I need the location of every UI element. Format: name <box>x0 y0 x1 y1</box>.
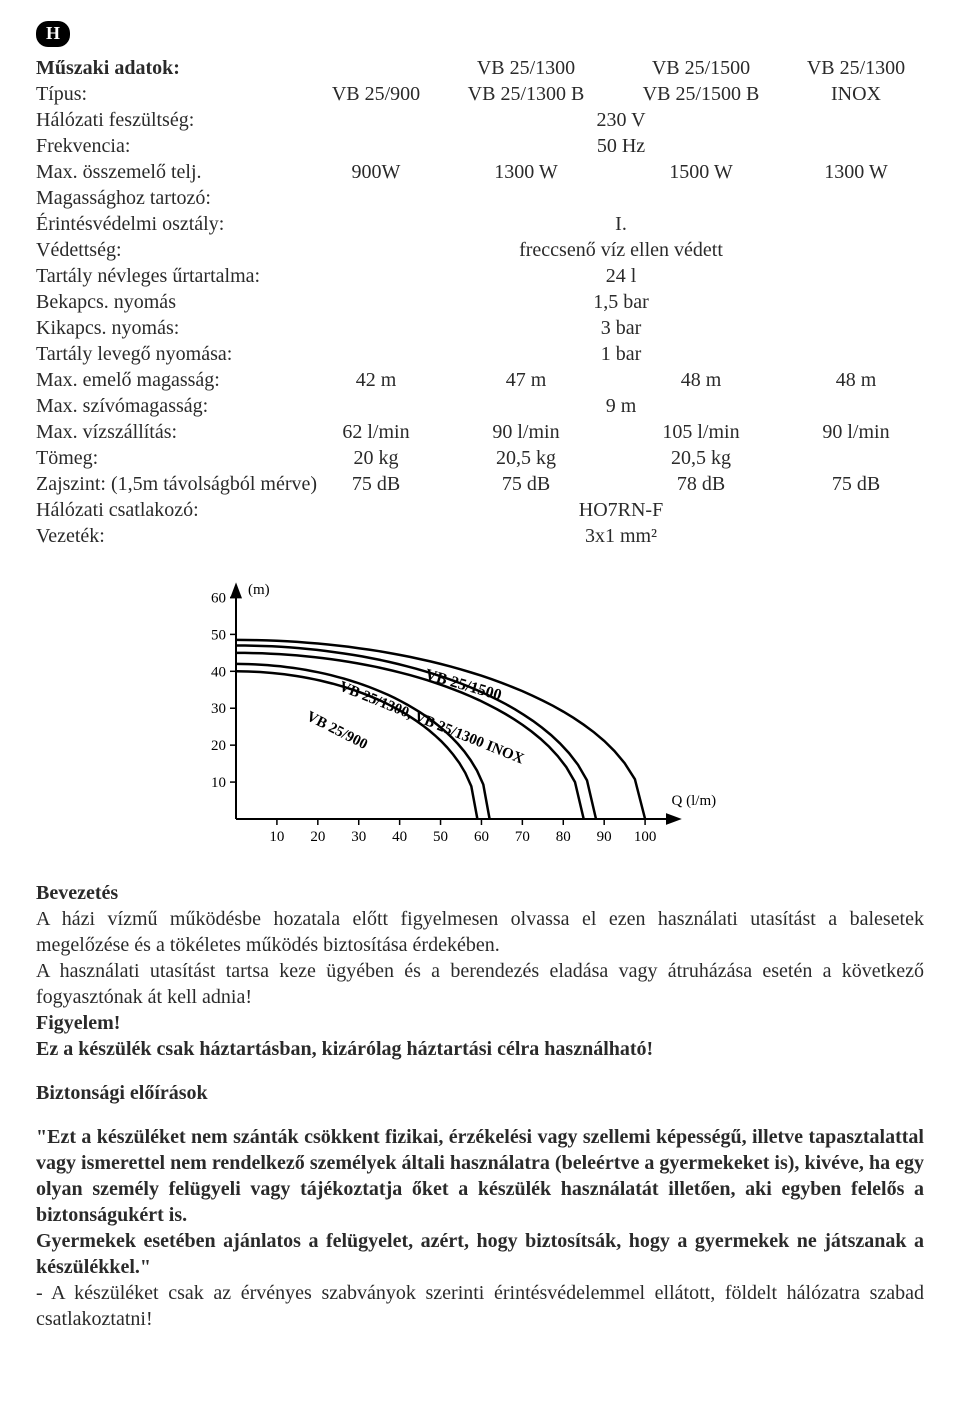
model-col-2a: VB 25/1300 <box>436 55 616 81</box>
specs-header: Műszaki adatok: VB 25/1300 VB 25/1500 VB… <box>36 55 924 81</box>
model-col-3b: VB 25/1500 B <box>616 81 786 107</box>
weight-c1: 20 kg <box>316 445 436 471</box>
safety-p1: "Ezt a készüléket nem szánták csökkent f… <box>36 1124 924 1228</box>
warning-heading: Figyelem! <box>36 1010 924 1036</box>
row-off-label: Kikapcs. nyomás: <box>36 315 316 341</box>
svg-text:Q (l/m): Q (l/m) <box>672 793 717 809</box>
weight-c3: 20,5 kg <box>616 445 786 471</box>
lift-c4: 48 m <box>786 367 926 393</box>
lift-c2: 47 m <box>436 367 616 393</box>
row-cable-val: 3x1 mm² <box>316 523 926 549</box>
row-air-val: 1 bar <box>316 341 926 367</box>
row-weight-label: Tömeg: <box>36 445 316 471</box>
intro-heading: Bevezetés <box>36 882 118 904</box>
specs-title: Műszaki adatok: <box>36 55 316 81</box>
row-power-label: Max. összemelő telj. <box>36 159 316 185</box>
safety-p3: - A készüléket csak az érvényes szabvány… <box>36 1280 924 1332</box>
row-suction-label: Max. szívómagasság: <box>36 393 316 419</box>
row-cable-label: Vezeték: <box>36 523 316 549</box>
power-c4: 1300 W <box>786 159 926 185</box>
row-suction-val: 9 m <box>316 393 926 419</box>
svg-text:40: 40 <box>211 665 226 681</box>
row-class-val: I. <box>316 211 926 237</box>
row-lift-label: Max. emelő magasság: <box>36 367 316 393</box>
svg-text:20: 20 <box>211 739 226 755</box>
svg-text:(m): (m) <box>248 582 270 598</box>
row-tipus: Típus: <box>36 81 316 107</box>
row-on-val: 1,5 bar <box>316 289 926 315</box>
power-c2: 1300 W <box>436 159 616 185</box>
row-on-label: Bekapcs. nyomás <box>36 289 316 315</box>
noise-c4: 75 dB <box>786 471 926 497</box>
row-tank-label: Tartály névleges űrtartalma: <box>36 263 316 289</box>
flow-c4: 90 l/min <box>786 419 926 445</box>
power-c1: 900W <box>316 159 436 185</box>
svg-text:40: 40 <box>392 829 407 845</box>
svg-text:60: 60 <box>211 591 226 607</box>
row-voltage-label: Hálózati feszültség: <box>36 107 316 133</box>
row-freq-label: Frekvencia: <box>36 133 316 159</box>
row-mag-label: Magassághoz tartozó: <box>36 185 316 211</box>
intro-p2: A használati utasítást tartsa keze ügyéb… <box>36 958 924 1010</box>
noise-c2: 75 dB <box>436 471 616 497</box>
lift-c1: 42 m <box>316 367 436 393</box>
svg-text:10: 10 <box>211 775 226 791</box>
warning-p: Ez a készülék csak háztartásban, kizáról… <box>36 1036 924 1062</box>
language-badge: H <box>36 21 70 47</box>
specs-header-2: Típus: VB 25/900 VB 25/1300 B VB 25/1500… <box>36 81 924 107</box>
row-prot-label: Védettség: <box>36 237 316 263</box>
row-off-val: 3 bar <box>316 315 926 341</box>
intro-p1: A házi vízmű működésbe hozatala előtt fi… <box>36 906 924 958</box>
row-tank-val: 24 l <box>316 263 926 289</box>
performance-chart: 10 20 30 40 50 60 10 20 30 40 50 60 70 80 90 100 (m) Q (l… <box>186 559 924 876</box>
svg-text:20: 20 <box>310 829 325 845</box>
row-flow-label: Max. vízszállítás: <box>36 419 316 445</box>
row-freq-val: 50 Hz <box>316 133 926 159</box>
svg-text:50: 50 <box>433 829 448 845</box>
row-conn-label: Hálózati csatlakozó: <box>36 497 316 523</box>
power-c3: 1500 W <box>616 159 786 185</box>
model-col-2b: VB 25/1300 B <box>436 81 616 107</box>
row-conn-val: HO7RN-F <box>316 497 926 523</box>
svg-text:90: 90 <box>597 829 612 845</box>
row-voltage-val: 230 V <box>316 107 926 133</box>
svg-text:50: 50 <box>211 628 226 644</box>
row-prot-val: freccsenő víz ellen védett <box>316 237 926 263</box>
noise-c1: 75 dB <box>316 471 436 497</box>
model-col-1: VB 25/900 <box>316 81 436 107</box>
svg-text:70: 70 <box>515 829 530 845</box>
noise-c3: 78 dB <box>616 471 786 497</box>
svg-text:30: 30 <box>351 829 366 845</box>
row-class-label: Érintésvédelmi osztály: <box>36 211 316 237</box>
weight-c2: 20,5 kg <box>436 445 616 471</box>
svg-text:10: 10 <box>269 829 284 845</box>
model-col-4a: VB 25/1300 <box>786 55 926 81</box>
svg-text:60: 60 <box>474 829 489 845</box>
svg-text:VB 25/1500: VB 25/1500 <box>423 667 503 705</box>
lift-c3: 48 m <box>616 367 786 393</box>
svg-text:100: 100 <box>634 829 657 845</box>
safety-p2: Gyermekek esetében ajánlatos a felügyele… <box>36 1228 924 1280</box>
svg-text:80: 80 <box>556 829 571 845</box>
flow-c3: 105 l/min <box>616 419 786 445</box>
svg-text:30: 30 <box>211 702 226 718</box>
flow-c2: 90 l/min <box>436 419 616 445</box>
model-col-4b: INOX <box>786 81 926 107</box>
model-col-3a: VB 25/1500 <box>616 55 786 81</box>
flow-c1: 62 l/min <box>316 419 436 445</box>
safety-heading: Biztonsági előírások <box>36 1080 924 1106</box>
row-air-label: Tartály levegő nyomása: <box>36 341 316 367</box>
svg-text:VB 25/900: VB 25/900 <box>304 709 370 753</box>
